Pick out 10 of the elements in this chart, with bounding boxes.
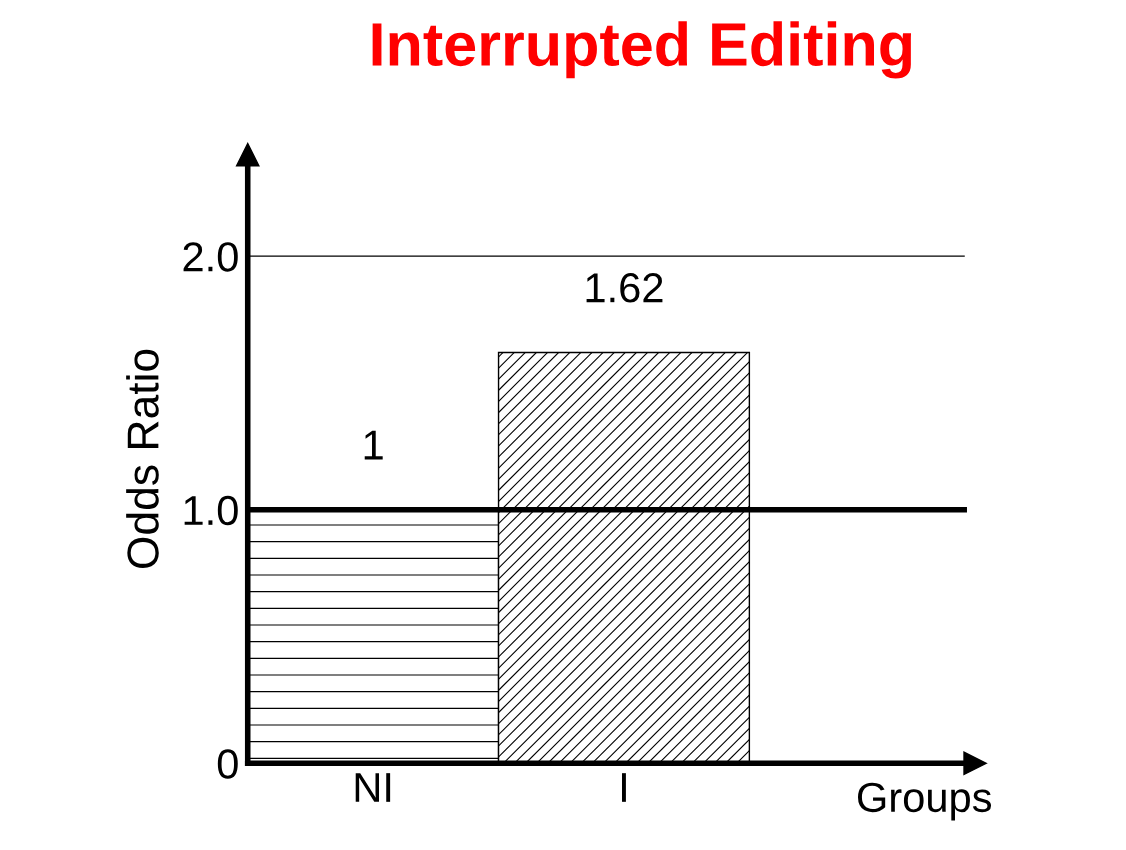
y-axis-title: Odds Ratio xyxy=(126,349,159,569)
y-tick-label: 1.0 xyxy=(184,495,238,526)
y-tick-label: 2.0 xyxy=(183,242,238,272)
data-label: 1 xyxy=(364,430,383,460)
x-tick-label: I xyxy=(622,773,626,802)
data-label: 1.62 xyxy=(586,273,663,303)
x-tick-label: NI xyxy=(355,773,391,802)
chart-title: Interrupted Editing xyxy=(372,21,912,79)
y-tick-label: 0 xyxy=(217,749,238,779)
x-axis-title: Groups xyxy=(857,782,992,821)
